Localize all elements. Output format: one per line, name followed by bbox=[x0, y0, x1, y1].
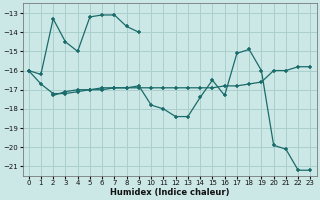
X-axis label: Humidex (Indice chaleur): Humidex (Indice chaleur) bbox=[110, 188, 229, 197]
